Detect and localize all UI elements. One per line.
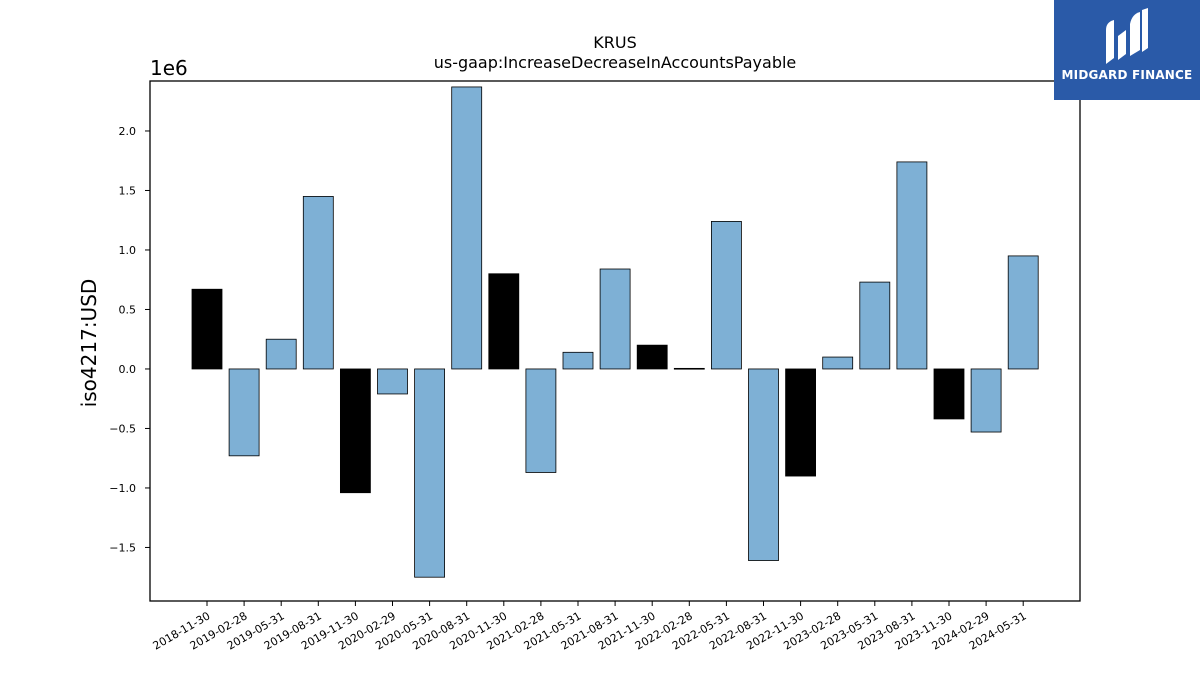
midgard-logo-icon [1106,8,1148,64]
bar-2021-05-31 [562,351,594,370]
bar-2023-02-28 [822,356,854,370]
bar-2020-05-31 [414,368,446,578]
bars-group [191,86,1039,578]
bar-2021-11-30 [636,344,668,370]
y-tick-label: −1.5 [109,541,136,554]
chart-title: KRUS [593,33,636,52]
bar-2021-08-31 [599,268,631,370]
x-axis: 2018-11-302019-02-282019-05-312019-08-31… [151,601,1029,653]
bar-2022-02-28 [673,367,705,370]
y-tick-label: −0.5 [109,422,136,435]
plot-frame [149,80,1081,602]
bar-2022-11-30 [785,368,816,477]
bar-2019-05-31 [265,338,297,370]
bar-2023-05-31 [859,281,891,370]
bar-2019-02-28 [228,368,260,457]
y-tick-label: −1.0 [109,482,136,495]
bar-2020-11-30 [488,273,520,370]
y-tick-label: 2.0 [119,125,137,138]
chart-subtitle: us-gaap:IncreaseDecreaseInAccountsPayabl… [434,53,797,72]
bar-2019-11-30 [339,368,371,494]
bar-2018-11-30 [191,288,223,370]
logo-text: MIDGARD FINANCE [1061,68,1193,82]
bar-2022-08-31 [748,368,779,561]
y-offset-label: 1e6 [150,56,188,80]
bar-2024-02-29 [970,368,1002,433]
bar-2024-05-31 [1007,255,1039,370]
y-tick-label: 1.5 [119,184,137,197]
y-tick-label: 0.5 [119,303,137,316]
bar-2023-11-30 [933,368,965,420]
y-axis-label: iso4217:USD [77,279,101,408]
bar-2019-08-31 [302,196,334,370]
bar-2023-08-31 [896,161,928,370]
bar-2020-08-31 [451,86,483,370]
y-axis: −1.5 −1.0 −0.5 0.0 0.5 1.0 1.5 2.0 [109,125,150,554]
y-tick-label: 0.0 [119,363,137,376]
bar-2020-02-29 [377,368,408,395]
bar-2022-05-31 [711,221,742,370]
midgard-finance-logo: MIDGARD FINANCE [1054,0,1200,100]
bar-2021-02-28 [525,368,557,473]
y-tick-label: 1.0 [119,244,137,257]
